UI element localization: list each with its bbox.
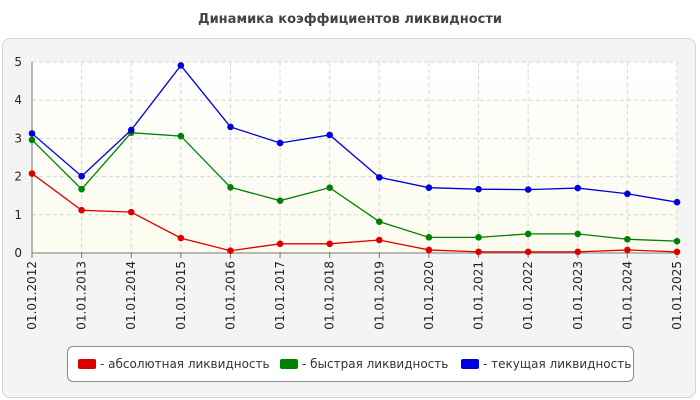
x-tick-label: 01.01.2017 <box>273 261 287 330</box>
series-line-1 <box>31 131 678 242</box>
data-point <box>624 190 631 198</box>
x-tick-label: 01.01.2023 <box>571 261 585 330</box>
data-point <box>227 183 234 191</box>
data-point <box>127 208 135 216</box>
legend-label-absolute: - абсолютная ликвидность <box>100 357 270 371</box>
data-point <box>376 236 383 244</box>
legend-label-quick: - быстрая ликвидность <box>302 357 449 371</box>
data-point <box>425 184 433 191</box>
x-tick-label: 01.01.2019 <box>372 261 386 330</box>
data-point <box>28 136 36 144</box>
data-point <box>624 246 631 254</box>
chart-title: Динамика коэффициентов ликвидности <box>198 12 502 27</box>
data-point <box>475 185 482 193</box>
data-point <box>326 240 333 248</box>
data-point <box>425 234 433 241</box>
data-point <box>673 248 681 256</box>
data-point <box>177 62 185 69</box>
data-point <box>276 197 284 204</box>
data-point <box>376 218 383 225</box>
legend-swatch-absolute <box>78 359 96 369</box>
data-point <box>574 248 582 256</box>
data-point <box>78 172 85 180</box>
data-point <box>276 139 284 147</box>
data-point <box>673 198 681 206</box>
y-tick-label: 3 <box>14 131 22 145</box>
data-point <box>28 130 36 137</box>
data-point <box>177 234 185 242</box>
data-point <box>524 186 532 193</box>
x-tick-label: 01.01.2016 <box>223 261 237 330</box>
x-tick-label: 01.01.2013 <box>75 261 89 330</box>
y-tick-label: 2 <box>14 170 22 184</box>
data-point <box>78 206 85 214</box>
x-tick-label: 01.01.2015 <box>174 261 188 330</box>
data-point <box>624 235 631 243</box>
y-tick-label: 5 <box>14 55 22 69</box>
data-point <box>475 248 482 256</box>
data-point <box>574 230 582 238</box>
legend: - абсолютная ликвидность - быстрая ликви… <box>67 346 634 382</box>
legend-item-absolute: - абсолютная ликвидность <box>78 347 270 381</box>
data-point <box>28 170 36 177</box>
data-point <box>524 248 532 256</box>
x-tick-label: 01.01.2020 <box>422 261 436 330</box>
legend-swatch-quick <box>280 359 298 369</box>
y-tick-label: 4 <box>14 93 22 107</box>
x-tick-label: 01.01.2018 <box>323 261 337 330</box>
data-point <box>127 126 135 134</box>
data-point <box>673 237 681 245</box>
y-tick-label: 0 <box>14 246 22 260</box>
plot-area <box>32 62 677 253</box>
x-tick-label: 01.01.2024 <box>620 261 634 330</box>
data-point <box>326 131 333 139</box>
data-point <box>524 230 532 238</box>
series-line-2 <box>31 64 678 203</box>
data-point <box>227 247 234 255</box>
data-point <box>177 132 185 140</box>
x-tick-label: 01.01.2014 <box>124 261 138 330</box>
data-point <box>475 234 482 241</box>
data-point <box>227 123 234 131</box>
legend-item-current: - текущая ликвидность <box>461 347 631 381</box>
data-point <box>425 246 433 254</box>
x-tick-label: 01.01.2022 <box>521 261 535 330</box>
x-tick-label: 01.01.2021 <box>472 261 486 330</box>
series-line-0 <box>31 173 678 253</box>
data-point <box>78 185 85 193</box>
data-point <box>574 184 582 192</box>
legend-swatch-current <box>461 359 479 369</box>
legend-label-current: - текущая ликвидность <box>483 357 632 371</box>
data-point <box>376 174 383 181</box>
y-tick-label: 1 <box>14 208 22 222</box>
legend-item-quick: - быстрая ликвидность <box>280 347 448 381</box>
data-point <box>276 240 284 248</box>
x-tick-label: 01.01.2012 <box>25 261 39 330</box>
data-point <box>326 184 333 191</box>
x-tick-label: 01.01.2025 <box>670 261 684 330</box>
